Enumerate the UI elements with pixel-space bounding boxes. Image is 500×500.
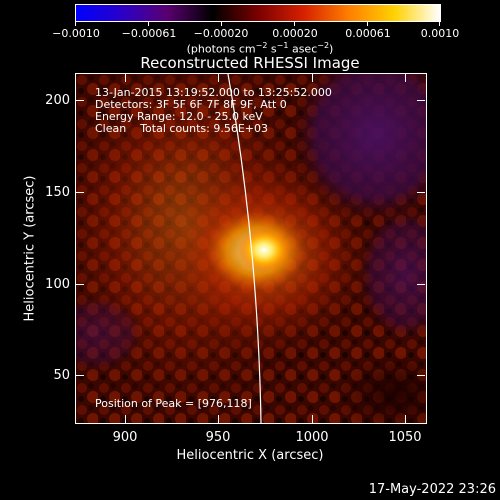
info-clean-counts: Clean Total counts: 9.56E+03	[95, 122, 269, 135]
colorbar-tick-label: −0.00020	[193, 27, 249, 40]
colorbar-tick-label: 0.0010	[420, 27, 460, 40]
y-tick-label: 50	[53, 368, 70, 383]
colorbar-tick-label: 0.00020	[272, 27, 318, 40]
x-tick-label: 900	[112, 430, 138, 445]
y-axis-label: Heliocentric Y (arcsec)	[22, 175, 38, 322]
x-tick-label: 950	[205, 430, 231, 445]
colorbar-tick-marks	[0, 21, 500, 27]
y-tick-label: 200	[45, 93, 70, 108]
peak-position-label: Position of Peak = [976,118]	[95, 397, 252, 410]
colorbar-tick-label: −0.00061	[121, 27, 177, 40]
x-tick-label: 1050	[388, 430, 422, 445]
y-tick-label: 100	[45, 277, 70, 292]
colorbar-tick-label: 0.00061	[345, 27, 391, 40]
plot-timestamp: 17-May-2022 23:26	[368, 482, 496, 497]
colorbar-unit-label: (photons cm−2 s−1 asec−2)	[186, 41, 334, 56]
x-axis-label: Heliocentric X (arcsec)	[176, 448, 324, 463]
y-tick-label: 150	[45, 185, 70, 200]
rhessi-image	[76, 74, 426, 423]
info-detectors: Detectors: 3F 5F 6F 7F 8F 9F, Att 0	[95, 98, 287, 111]
x-tick-label: 1000	[295, 430, 329, 445]
rhessi-image-canvas	[76, 74, 426, 423]
info-energy-range: Energy Range: 12.0 - 25.0 keV	[95, 110, 263, 123]
plot-frame	[75, 73, 427, 424]
plot-title: Reconstructed RHESSI Image	[140, 54, 360, 72]
info-time-range: 13-Jan-2015 13:19:52.000 to 13:25:52.000	[95, 86, 332, 99]
colorbar	[75, 4, 441, 22]
colorbar-gradient	[76, 5, 440, 21]
colorbar-tick-label: −0.0010	[52, 27, 100, 40]
